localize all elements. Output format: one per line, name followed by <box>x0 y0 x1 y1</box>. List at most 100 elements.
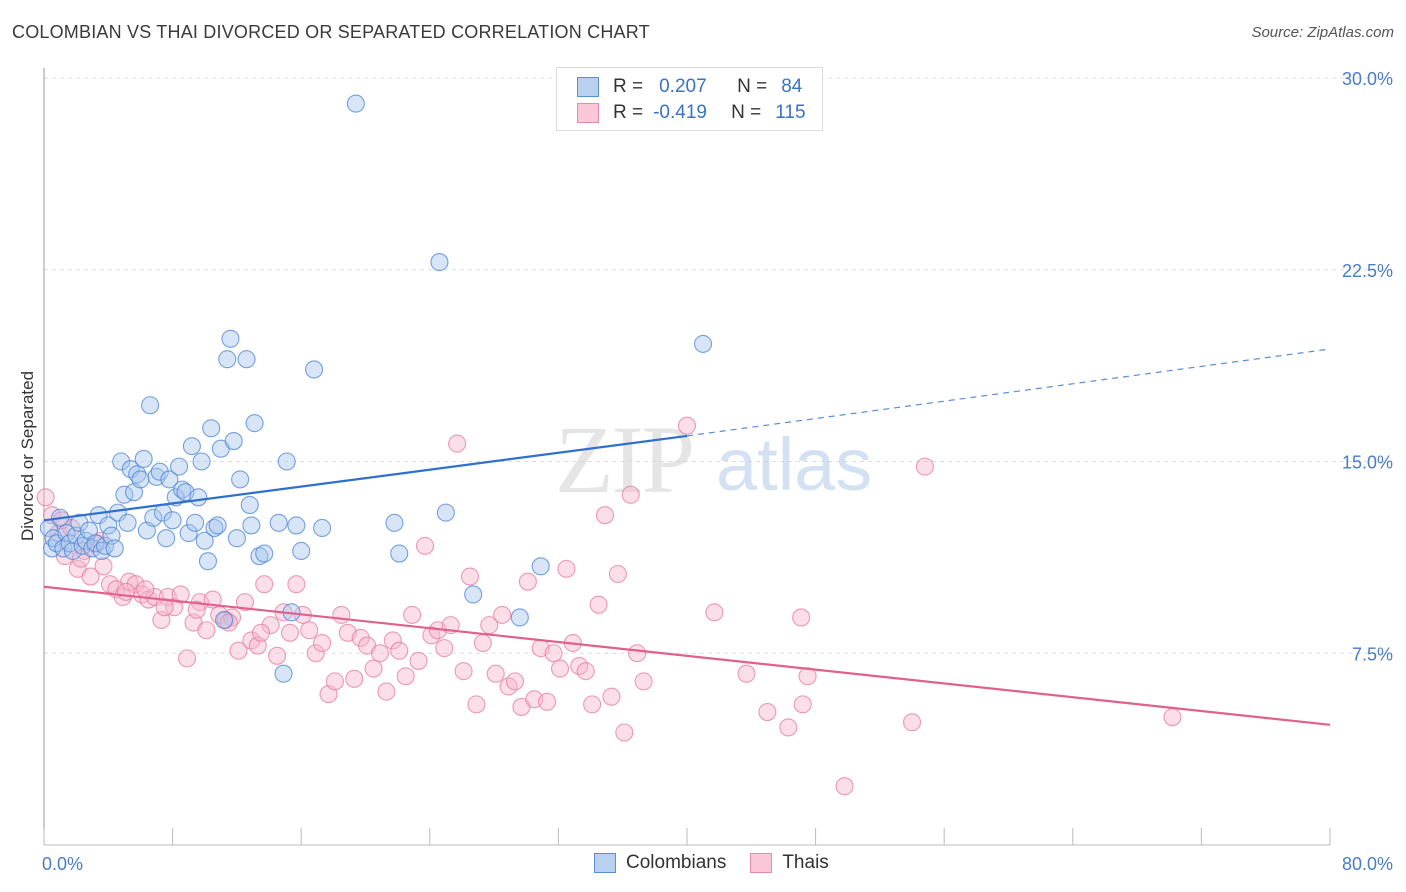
data-point <box>305 360 324 379</box>
y-tick-labels: 7.5% 15.0% 22.5% 30.0% <box>1342 69 1393 664</box>
data-point <box>105 539 124 558</box>
data-point <box>531 557 550 576</box>
data-point <box>202 419 221 438</box>
trend-lines <box>43 348 1331 726</box>
data-point <box>538 692 557 711</box>
data-point <box>737 664 756 683</box>
series-legend: Colombians Thais <box>594 852 853 874</box>
data-point <box>178 649 197 668</box>
data-point <box>251 623 271 642</box>
data-point <box>505 672 525 691</box>
data-point <box>793 695 812 714</box>
data-point <box>116 582 136 601</box>
data-point <box>486 664 505 683</box>
data-point <box>345 669 364 688</box>
x-tick-label-max: 80.0% <box>1342 854 1393 874</box>
data-point <box>186 513 205 532</box>
data-point <box>705 603 724 622</box>
r-value-thais: -0.419 <box>653 102 707 123</box>
legend-row-colombians: R = 0.207 N = 84 <box>577 74 802 100</box>
data-point <box>370 644 390 663</box>
data-point <box>390 641 409 660</box>
y-tick-label: 7.5% <box>1352 644 1393 664</box>
data-point <box>205 518 224 538</box>
data-point <box>1163 708 1182 727</box>
data-point <box>126 575 145 594</box>
colombians-legend-swatch <box>594 853 616 873</box>
thais-swatch <box>577 103 599 123</box>
data-point <box>615 723 634 742</box>
data-point <box>576 662 595 681</box>
data-point <box>464 585 483 604</box>
data-point <box>332 605 351 624</box>
data-point <box>150 462 169 481</box>
data-point <box>694 334 713 353</box>
data-point <box>255 544 274 563</box>
data-point <box>198 552 218 571</box>
data-point <box>235 593 254 612</box>
data-point <box>189 488 208 507</box>
data-point <box>179 524 198 543</box>
y-tick-label: 30.0% <box>1342 69 1393 89</box>
data-point <box>628 644 647 663</box>
data-point <box>224 431 243 451</box>
data-point <box>608 564 627 584</box>
data-point <box>583 695 602 714</box>
data-point <box>218 350 237 369</box>
data-point <box>163 511 182 530</box>
data-point <box>915 457 934 476</box>
data-point <box>192 452 211 471</box>
legend-item-thais[interactable]: Thais <box>750 852 829 874</box>
data-point <box>208 516 227 535</box>
colombians-legend-label: Colombians <box>626 852 727 873</box>
data-point <box>415 536 435 555</box>
data-point <box>136 580 155 599</box>
data-point <box>240 495 259 515</box>
n-label: N = <box>737 76 768 97</box>
thais-points <box>36 416 1182 796</box>
data-point <box>351 628 370 647</box>
data-point <box>346 94 365 113</box>
data-point <box>141 396 160 415</box>
data-point <box>313 633 332 653</box>
legend-item-colombians[interactable]: Colombians <box>594 852 726 874</box>
data-point <box>677 416 697 435</box>
data-point <box>325 672 345 691</box>
data-point <box>118 513 137 532</box>
data-point <box>550 659 570 678</box>
data-point <box>160 470 179 489</box>
stats-legend: R = 0.207 N = 84 R = -0.419 N = 115 <box>556 67 823 131</box>
data-point <box>602 687 621 706</box>
data-point <box>390 544 409 563</box>
data-point <box>792 608 811 627</box>
data-point <box>221 329 240 348</box>
data-point <box>364 659 383 678</box>
x-tick-marks <box>43 828 1331 845</box>
data-point <box>300 621 319 640</box>
data-point <box>377 682 396 701</box>
n-value-colombians: 84 <box>781 76 803 97</box>
n-label: N = <box>731 102 762 123</box>
data-point <box>544 644 563 663</box>
data-point <box>430 253 449 272</box>
data-point <box>454 662 473 681</box>
colombians-trend-line <box>43 434 688 522</box>
data-point <box>385 513 404 532</box>
data-point <box>621 485 640 504</box>
data-point <box>280 623 299 642</box>
data-point <box>277 452 296 471</box>
x-tick-label-min: 0.0% <box>42 854 83 874</box>
data-point <box>242 516 261 535</box>
data-point <box>467 695 486 714</box>
thais-legend-label: Thais <box>782 852 829 873</box>
data-point <box>219 613 238 632</box>
data-point <box>99 516 118 535</box>
data-point <box>292 541 311 561</box>
data-point <box>182 437 201 456</box>
data-point <box>81 567 100 586</box>
r-label: R = <box>613 102 644 123</box>
data-point <box>171 585 190 604</box>
data-point <box>435 639 454 658</box>
data-point <box>473 633 492 653</box>
data-point <box>510 608 529 627</box>
